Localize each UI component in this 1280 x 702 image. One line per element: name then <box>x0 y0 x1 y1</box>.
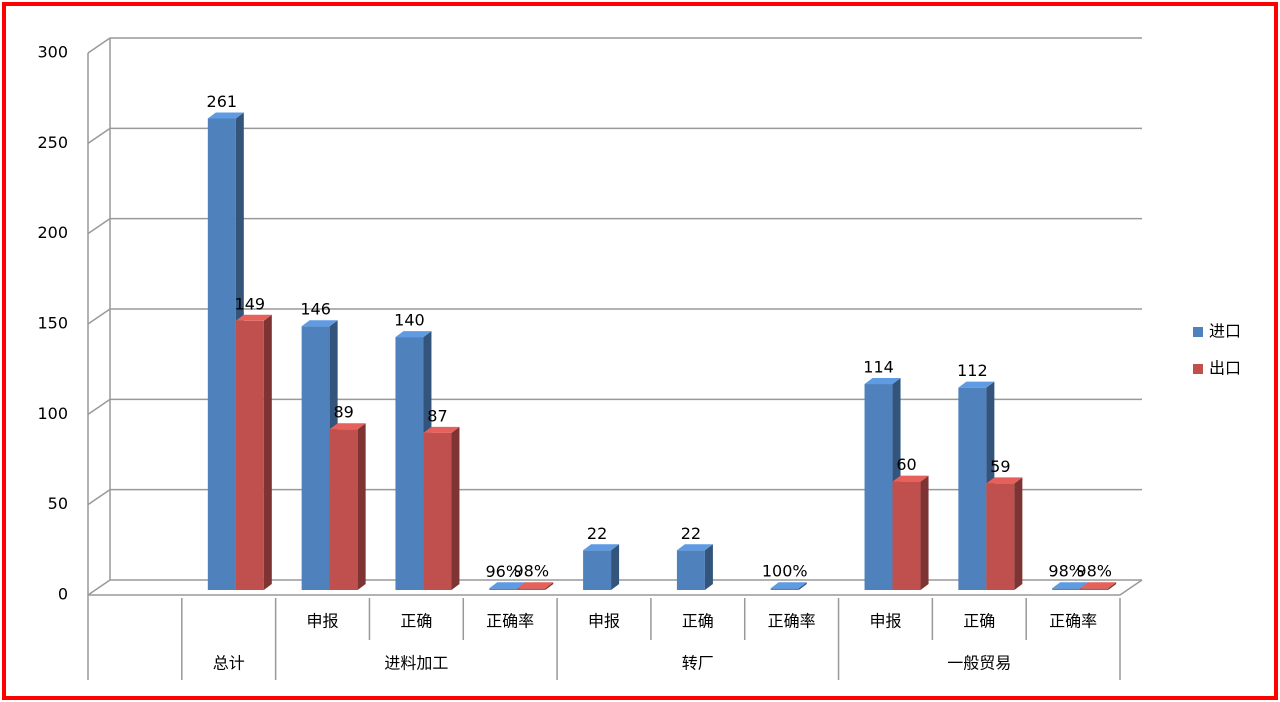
bar-side <box>920 475 929 590</box>
x-tick-label: 申报 <box>307 612 339 631</box>
legend-swatch <box>1193 364 1203 374</box>
bar-side <box>704 544 713 590</box>
bar <box>517 582 554 590</box>
bar-front <box>770 588 799 590</box>
bar <box>1080 582 1117 590</box>
bar-top <box>235 314 272 321</box>
bar-top <box>770 582 807 589</box>
x-tick-label: 正确率 <box>1049 612 1097 631</box>
data-label: 98% <box>513 562 549 581</box>
bar-side <box>798 582 807 590</box>
legend-swatch <box>1193 327 1203 337</box>
x-tick-label: 申报 <box>869 612 901 631</box>
group-label: 一般贸易 <box>947 654 1011 673</box>
y-tick-label: 150 <box>37 314 68 333</box>
data-label: 22 <box>681 524 701 543</box>
legend-label: 进口 <box>1209 322 1241 341</box>
x-tick-label: 申报 <box>588 612 620 631</box>
bar-side <box>263 314 272 590</box>
bar-front <box>235 320 264 590</box>
bar <box>892 475 929 590</box>
y-tick-label: 100 <box>37 404 68 423</box>
y-tick-label: 50 <box>48 494 68 513</box>
bar-front <box>958 387 987 590</box>
bar <box>676 544 713 590</box>
group-label: 总计 <box>213 654 245 673</box>
bar-top <box>1080 582 1117 589</box>
bar-side <box>611 544 620 590</box>
x-tick-label: 正确 <box>682 612 714 631</box>
data-label: 87 <box>427 406 447 425</box>
data-label: 22 <box>587 524 607 543</box>
data-label: 98% <box>1048 562 1084 581</box>
bar-front <box>676 550 705 590</box>
bar-top <box>958 381 995 388</box>
bar <box>329 423 366 590</box>
data-label: 89 <box>333 403 353 422</box>
bar-side <box>545 582 554 590</box>
bar-front <box>423 432 452 590</box>
bar <box>770 582 807 590</box>
y-tick-label: 200 <box>37 223 68 242</box>
data-label: 59 <box>990 457 1010 476</box>
bar-top <box>489 582 526 589</box>
data-label: 100% <box>762 562 808 581</box>
bar-side <box>451 426 460 590</box>
y-tick-label: 250 <box>37 133 68 152</box>
bar <box>235 314 272 590</box>
bar-top <box>583 544 620 551</box>
bar-top <box>301 320 338 327</box>
bar-front <box>301 326 330 590</box>
data-label: 96% <box>485 562 521 581</box>
bar <box>958 381 995 590</box>
bar-front <box>864 384 893 590</box>
y-tick-label: 300 <box>37 43 68 62</box>
x-tick-label: 正确 <box>963 612 995 631</box>
bar-side <box>1014 477 1023 590</box>
data-label: 261 <box>207 92 238 111</box>
bar-top <box>517 582 554 589</box>
group-label: 进料加工 <box>384 654 448 673</box>
bar-top <box>892 475 929 482</box>
floor-edge <box>88 579 1143 596</box>
x-tick-label: 正确率 <box>768 612 816 631</box>
bar-top <box>207 112 244 119</box>
bar-front <box>986 483 1015 590</box>
data-label: 60 <box>896 455 916 474</box>
data-label: 140 <box>394 311 425 330</box>
bar-front <box>207 118 236 591</box>
bar-top <box>676 544 713 551</box>
bar-front <box>892 481 921 590</box>
bar-side <box>357 423 366 590</box>
bar-front <box>395 337 424 590</box>
x-tick-label: 正确 <box>400 612 432 631</box>
bar-side <box>1108 582 1117 590</box>
bar-front <box>1052 588 1081 590</box>
data-label: 149 <box>235 294 266 313</box>
bar-top <box>423 426 460 433</box>
data-label: 146 <box>300 300 331 319</box>
bar-top <box>986 477 1023 484</box>
group-label: 转厂 <box>682 654 714 673</box>
bar <box>986 477 1023 590</box>
data-label: 112 <box>957 361 988 380</box>
bar-front <box>1080 588 1109 590</box>
data-label: 114 <box>863 358 894 377</box>
bar-top <box>864 378 901 385</box>
bar-top <box>329 423 366 430</box>
x-tick-label: 正确率 <box>486 612 534 631</box>
bar-top <box>395 331 432 338</box>
legend-label: 出口 <box>1209 359 1241 378</box>
bar <box>583 544 620 590</box>
bar-front <box>329 429 358 590</box>
y-tick-label: 0 <box>58 585 68 604</box>
bar-front <box>517 588 546 590</box>
bar-front <box>489 588 518 590</box>
bar-top <box>1052 582 1089 589</box>
data-label: 98% <box>1076 562 1112 581</box>
bar-front <box>583 550 612 590</box>
bar <box>423 426 460 590</box>
